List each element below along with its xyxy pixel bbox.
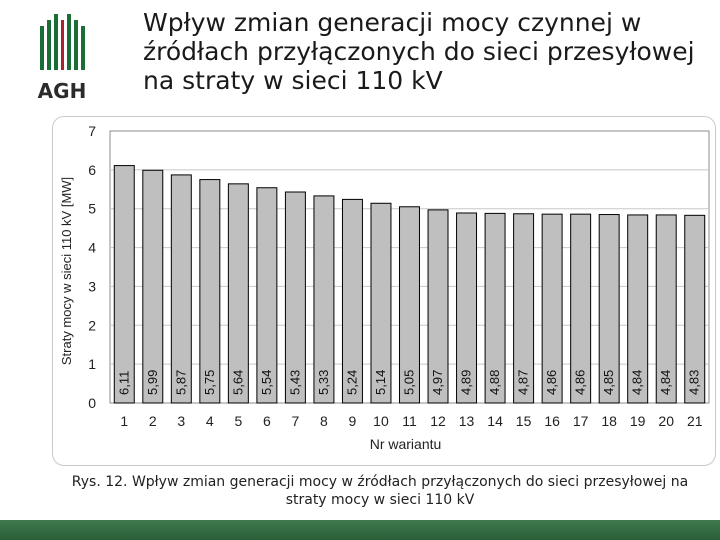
bar-data-label: 5,99 [145, 370, 160, 395]
bar-data-label: 4,97 [430, 370, 445, 395]
x-tick-label: 13 [459, 413, 475, 429]
x-tick-label: 6 [263, 413, 271, 429]
x-tick-label: 16 [544, 413, 560, 429]
bar-data-label: 4,84 [658, 370, 673, 395]
bar-data-label: 5,14 [373, 370, 388, 395]
x-tick-label: 4 [206, 413, 214, 429]
bar-data-label: 4,84 [630, 370, 645, 395]
bar-data-label: 4,88 [487, 370, 502, 395]
x-tick-label: 9 [349, 413, 357, 429]
x-tick-label: 3 [177, 413, 185, 429]
bar [170, 174, 192, 404]
bar-data-label: 6,11 [116, 371, 131, 395]
logo-emblem [40, 14, 85, 70]
x-tick-label: 8 [320, 413, 328, 429]
x-tick-label: 18 [601, 413, 617, 429]
x-tick-label: 1 [120, 413, 128, 429]
bar-data-label: 4,83 [687, 370, 702, 395]
bar [570, 213, 592, 404]
y-tick-label: 6 [88, 162, 96, 178]
bar-data-label: 4,86 [573, 370, 588, 395]
bar-data-label: 5,75 [202, 370, 217, 395]
y-tick-label: 3 [88, 278, 96, 294]
bar [627, 214, 649, 404]
y-tick-label: 7 [88, 123, 96, 139]
bar-chart: 012345676,1115,9925,8735,7545,6455,5465,… [59, 123, 710, 452]
bar [484, 212, 506, 404]
bar-data-label: 5,05 [402, 370, 417, 395]
y-tick-label: 5 [88, 201, 96, 217]
bar [427, 209, 449, 404]
y-tick-label: 2 [88, 317, 96, 333]
x-tick-label: 15 [516, 413, 532, 429]
y-tick-label: 0 [88, 395, 96, 411]
bar [684, 214, 706, 404]
bar [655, 214, 677, 404]
x-tick-label: 11 [402, 413, 417, 429]
slide-title: Wpływ zmian generacji mocy czynnej w źró… [143, 8, 695, 95]
x-tick-label: 14 [487, 413, 503, 429]
bar-data-label: 4,85 [601, 370, 616, 395]
x-tick-label: 21 [687, 413, 703, 429]
bar-data-label: 5,24 [344, 370, 359, 395]
bar [456, 212, 478, 404]
bar [399, 206, 420, 404]
x-tick-label: 12 [430, 413, 446, 429]
x-tick-label: 5 [234, 413, 242, 429]
bar-data-label: 5,54 [259, 370, 274, 395]
x-tick-label: 2 [149, 413, 157, 429]
y-axis-title: Straty mocy w sieci 110 kV [MW] [59, 177, 74, 365]
x-tick-label: 10 [373, 413, 389, 429]
bar-data-label: 5,87 [173, 370, 188, 395]
bar-data-label: 5,43 [287, 370, 302, 395]
x-tick-label: 19 [630, 413, 646, 429]
y-tick-label: 1 [88, 356, 96, 372]
logo-text: AGH [38, 79, 87, 103]
bar [199, 179, 221, 404]
bar-data-label: 5,33 [316, 370, 331, 395]
bar [256, 187, 278, 404]
bar-data-label: 4,86 [544, 370, 559, 395]
figure-caption: Rys. 12. Wpływ zmian generacji mocy w źr… [71, 474, 689, 508]
bar [227, 183, 249, 404]
x-tick-label: 7 [292, 413, 300, 429]
bar [341, 198, 363, 404]
bar [313, 195, 335, 404]
x-tick-label: 20 [658, 413, 674, 429]
bar [598, 214, 620, 404]
agh-logo: AGH [38, 14, 87, 103]
footer-bar [0, 520, 720, 540]
bar-data-label: 4,89 [459, 370, 474, 395]
x-tick-label: 17 [573, 413, 589, 429]
bar [541, 213, 563, 404]
bar-data-label: 5,64 [230, 370, 245, 395]
bar-data-label: 4,87 [516, 370, 531, 395]
bar [142, 169, 164, 404]
bar [370, 202, 392, 404]
bar [113, 165, 135, 404]
y-tick-label: 4 [88, 240, 96, 256]
chart-frame: 0 1 2 3 4 5 6 7 6,11 1 5,99 2 5,87 3 5,75 4 5,64 5 5,54 6 5,… [52, 116, 716, 466]
x-axis-title: Nr wariantu [370, 436, 442, 452]
bar [284, 191, 306, 404]
bar [513, 213, 535, 404]
